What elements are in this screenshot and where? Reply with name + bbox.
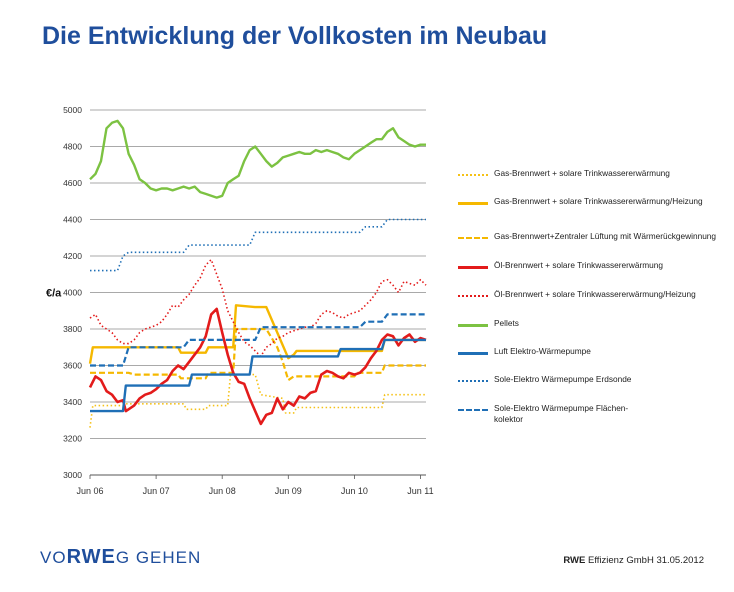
y-tick-label: 4600: [63, 178, 82, 188]
x-tick-label: Jun 11: [407, 486, 433, 496]
x-tick-label: Jun 07: [143, 486, 170, 496]
legend-swatch: [458, 324, 488, 327]
series-line-0: [89, 373, 426, 428]
x-tick-label: Jun 06: [76, 486, 103, 496]
x-tick-label: Jun 09: [275, 486, 302, 496]
legend-swatch: [458, 352, 488, 355]
y-tick-label: 4400: [63, 215, 82, 225]
series-line-5: [89, 119, 426, 199]
legend-swatch: [458, 202, 488, 205]
legend-label: Luft Elektro-Wärmepumpe: [494, 346, 591, 356]
series-line-3: [88, 307, 427, 426]
x-tick-label: Jun 08: [209, 486, 236, 496]
y-tick-label: 3800: [63, 324, 82, 334]
legend-swatch: [458, 380, 488, 382]
legend-label: Gas-Brennwert+Zentraler Lüftung mit Wärm…: [494, 231, 717, 241]
y-tick-label: 4200: [63, 251, 82, 261]
page-title: Die Entwicklung der Vollkosten im Neubau: [42, 22, 548, 50]
footer-text: RWE Effizienz GmbH 31.05.2012: [563, 555, 704, 566]
logo-rwe: RWE: [66, 546, 116, 568]
logo-text-end: G GEHEN: [115, 548, 202, 567]
y-tick-label: 4800: [63, 142, 82, 152]
legend-label: Gas-Brennwert + solare Trinkwassererwärm…: [494, 196, 703, 206]
legend-label: Öl-Brennwert + solare Trinkwassererwärmu…: [494, 289, 696, 299]
legend-swatch: [458, 237, 488, 239]
legend-swatch: [458, 174, 488, 176]
y-tick-label: 3400: [63, 397, 82, 407]
legend-label: Gas-Brennwert + solare Trinkwassererwärm…: [494, 168, 670, 178]
y-axis-label: €/a: [46, 288, 62, 300]
brand-logo: VORWEG GEHEN: [40, 546, 201, 569]
legend-label: Sole-Elektro Wärmepumpe Erdsonde: [494, 374, 632, 384]
legend-swatch: [458, 409, 488, 411]
footer-company: RWE: [563, 555, 586, 566]
series-line-2: [90, 327, 426, 382]
legend-label: Sole-Elektro Wärmepumpe Flächen-kolektor: [494, 403, 629, 424]
y-tick-label: 4000: [63, 288, 82, 298]
y-tick-label: 3600: [63, 361, 82, 371]
y-tick-label: 5000: [63, 105, 82, 115]
series-line-4: [89, 258, 427, 358]
series-line-8: [90, 313, 426, 367]
logo-text-start: VO: [40, 548, 67, 567]
series-line-7: [90, 218, 426, 272]
legend-swatch: [458, 266, 488, 269]
y-tick-label: 3200: [63, 434, 82, 444]
legend-label: Öl-Brennwert + solare Trinkwassererwärmu…: [494, 260, 663, 270]
x-tick-label: Jun 10: [341, 486, 368, 496]
series-line-1: [88, 304, 426, 364]
series-line-6: [90, 338, 426, 413]
y-tick-label: 3000: [63, 470, 82, 480]
line-chart: 3000 3200 3400 3600 3800 4000 4200 4400 4600 4800…: [46, 105, 434, 496]
legend-label: Pellets: [494, 318, 519, 328]
legend-swatch: [458, 295, 488, 297]
footer-rest: Effizienz GmbH 31.05.2012: [585, 555, 704, 566]
